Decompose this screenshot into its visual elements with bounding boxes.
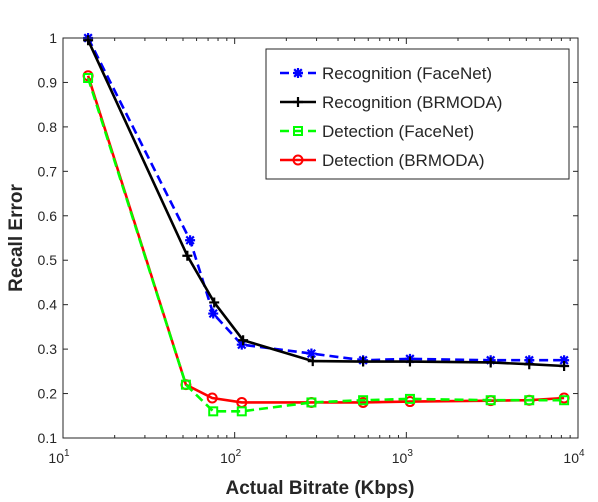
y-axis-title: Recall Error: [6, 184, 27, 292]
data-point: [404, 356, 415, 367]
x-tick-label: 102: [220, 448, 242, 466]
x-tick-label: 104: [563, 448, 585, 466]
x-tick-base: 10: [48, 450, 64, 466]
y-tick-label: 0.9: [38, 74, 58, 90]
y-tick-label: 0.7: [38, 163, 58, 179]
data-point: [524, 395, 535, 406]
legend: Recognition (FaceNet) Recognition (BRMODA…: [265, 48, 570, 180]
data-point: [485, 395, 496, 406]
x-tick-exponent: 2: [236, 448, 242, 459]
data-point: [206, 392, 218, 404]
plot-frame: [62, 37, 579, 439]
data-point: [485, 357, 496, 368]
series-detection-facenet: [83, 73, 570, 417]
legend-label: Recognition (BRMODA): [322, 93, 502, 112]
x-tick-label: 103: [392, 448, 414, 466]
data-point: [524, 359, 535, 370]
data-point: [185, 235, 196, 246]
data-point: [559, 355, 570, 366]
y-tick-label: 0.3: [38, 341, 58, 357]
y-tick-label: 1: [49, 30, 57, 46]
x-tick-label: 101: [48, 448, 70, 466]
x-axis-title: Actual Bitrate (Kbps): [226, 478, 415, 499]
legend-label: Detection (BRMODA): [322, 151, 484, 170]
x-tick-exponent: 3: [407, 448, 413, 459]
y-tick-label: 0.5: [38, 252, 58, 268]
data-point: [358, 356, 369, 367]
data-point: [238, 335, 249, 346]
data-point: [83, 73, 94, 83]
y-tick-label: 0.6: [38, 208, 58, 224]
y-tick-label: 0.4: [38, 297, 58, 313]
series-line: [86, 77, 565, 413]
data-point: [180, 379, 191, 390]
data-point: [307, 356, 318, 367]
x-tick-base: 10: [563, 450, 579, 466]
x-tick-base: 10: [392, 450, 408, 466]
data-point: [358, 395, 369, 406]
data-point: [292, 154, 304, 166]
data-point: [236, 339, 247, 350]
legend-label: Detection (FaceNet): [322, 122, 474, 141]
data-point: [208, 406, 219, 417]
data-point: [293, 68, 303, 78]
legend-box: [265, 48, 570, 180]
data-point: [209, 297, 220, 308]
y-tick-label: 0.1: [38, 430, 58, 446]
data-point: [559, 395, 570, 406]
x-tick-base: 10: [220, 450, 236, 466]
data-point: [208, 308, 219, 319]
data-point: [182, 250, 193, 261]
data-point: [306, 397, 317, 408]
y-tick-label: 0.2: [38, 386, 58, 402]
series-line: [86, 39, 565, 368]
data-point: [293, 97, 303, 107]
data-point: [306, 348, 317, 359]
data-point: [293, 126, 303, 136]
legend-label: Recognition (FaceNet): [322, 64, 492, 83]
x-tick-exponent: 1: [64, 448, 70, 459]
data-point: [83, 35, 94, 46]
data-point: [404, 393, 415, 404]
data-point: [236, 406, 247, 417]
data-point: [559, 361, 570, 371]
x-tick-exponent: 4: [579, 448, 585, 459]
series-layer: [82, 33, 570, 417]
series-recognition-brmoda: [83, 35, 570, 371]
series-line: [86, 37, 565, 362]
y-tick-label: 0.8: [38, 119, 58, 135]
legend-items: Recognition (FaceNet) Recognition (BRMODA…: [280, 64, 502, 170]
